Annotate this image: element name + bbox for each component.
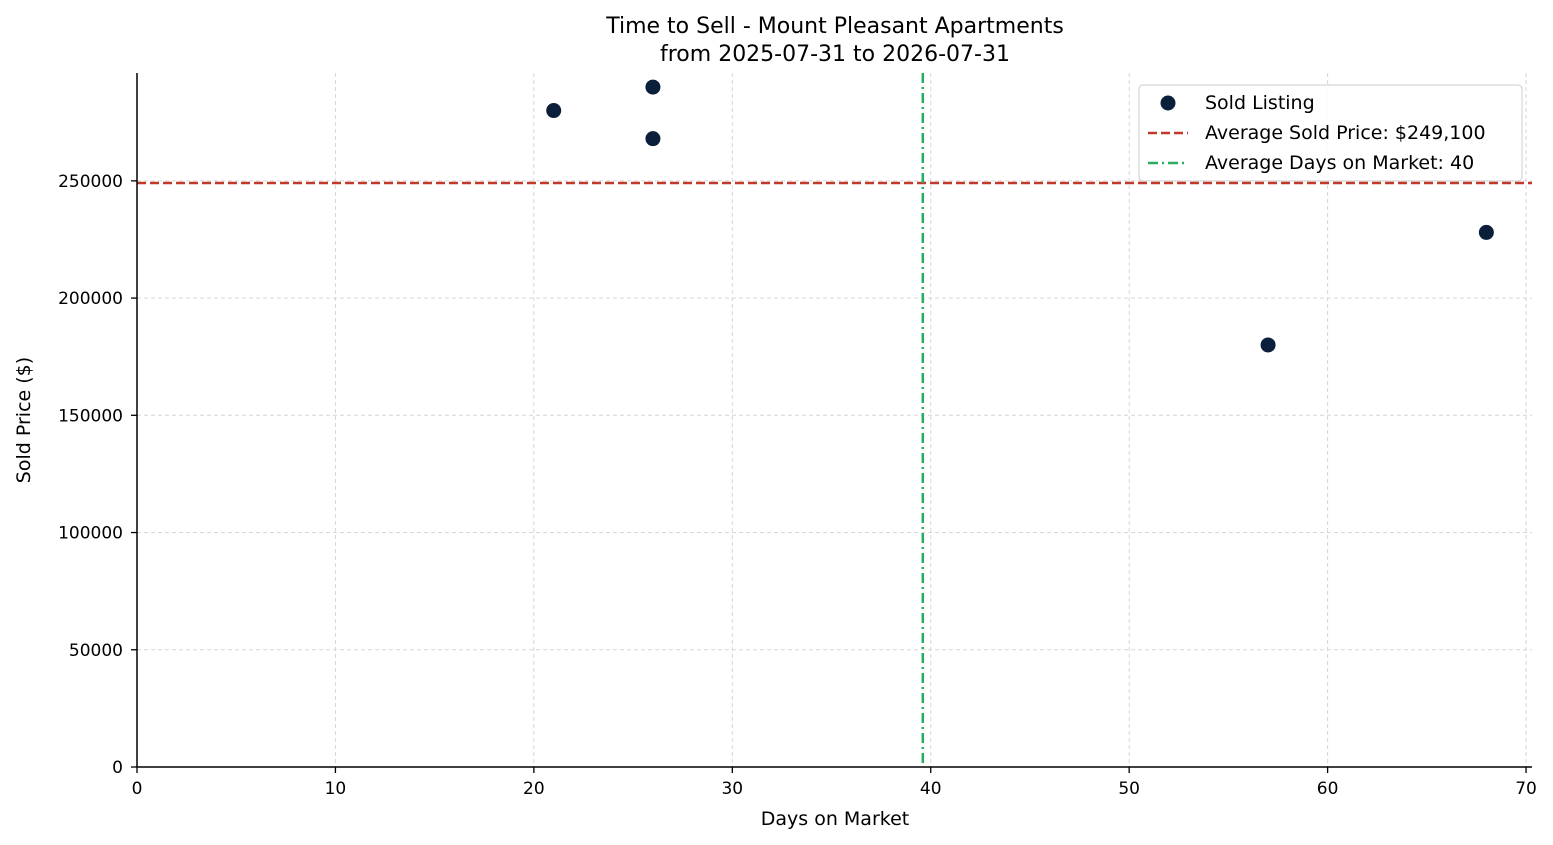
chart-subtitle: from 2025-07-31 to 2026-07-31	[660, 42, 1010, 67]
x-tick-label: 10	[325, 779, 347, 799]
y-tick-label: 100000	[58, 524, 123, 544]
data-points	[546, 79, 1494, 353]
y-tick-label: 200000	[58, 289, 123, 309]
x-tick-label: 40	[920, 779, 942, 799]
sold-listing-point	[1260, 337, 1276, 353]
sold-listing-point	[645, 79, 661, 95]
y-tick-label: 250000	[58, 172, 123, 192]
y-tick-label: 50000	[69, 641, 123, 661]
x-axis-ticks: 0 10 20 30 40 50 60 70	[132, 767, 1537, 799]
sold-listing-point	[645, 131, 661, 147]
y-tick-label: 150000	[58, 406, 123, 426]
y-axis-ticks: 0 50000 100000 150000 200000 250000	[58, 172, 137, 778]
y-axis-label: Sold Price ($)	[13, 357, 35, 483]
legend: Sold Listing Average Sold Price: $249,10…	[1138, 84, 1523, 182]
legend-label-average-days: Average Days on Market: 40	[1205, 152, 1474, 174]
sold-listing-point	[546, 103, 562, 119]
legend-box	[1138, 84, 1523, 182]
reference-lines	[137, 73, 1532, 767]
x-tick-label: 30	[721, 779, 743, 799]
grid-lines	[137, 73, 1532, 767]
x-tick-label: 20	[523, 779, 545, 799]
legend-label-average-price: Average Sold Price: $249,100	[1205, 122, 1486, 144]
legend-marker-sold-listing	[1160, 95, 1176, 111]
x-tick-label: 60	[1317, 779, 1339, 799]
x-tick-label: 70	[1515, 779, 1537, 799]
chart-title: Time to Sell - Mount Pleasant Apartments	[605, 14, 1064, 39]
sold-listing-point	[1478, 224, 1494, 240]
x-tick-label: 50	[1118, 779, 1140, 799]
x-axis-label: Days on Market	[761, 808, 909, 830]
x-tick-label: 0	[132, 779, 143, 799]
y-tick-label: 0	[112, 758, 123, 778]
legend-label-sold-listing: Sold Listing	[1205, 92, 1315, 114]
